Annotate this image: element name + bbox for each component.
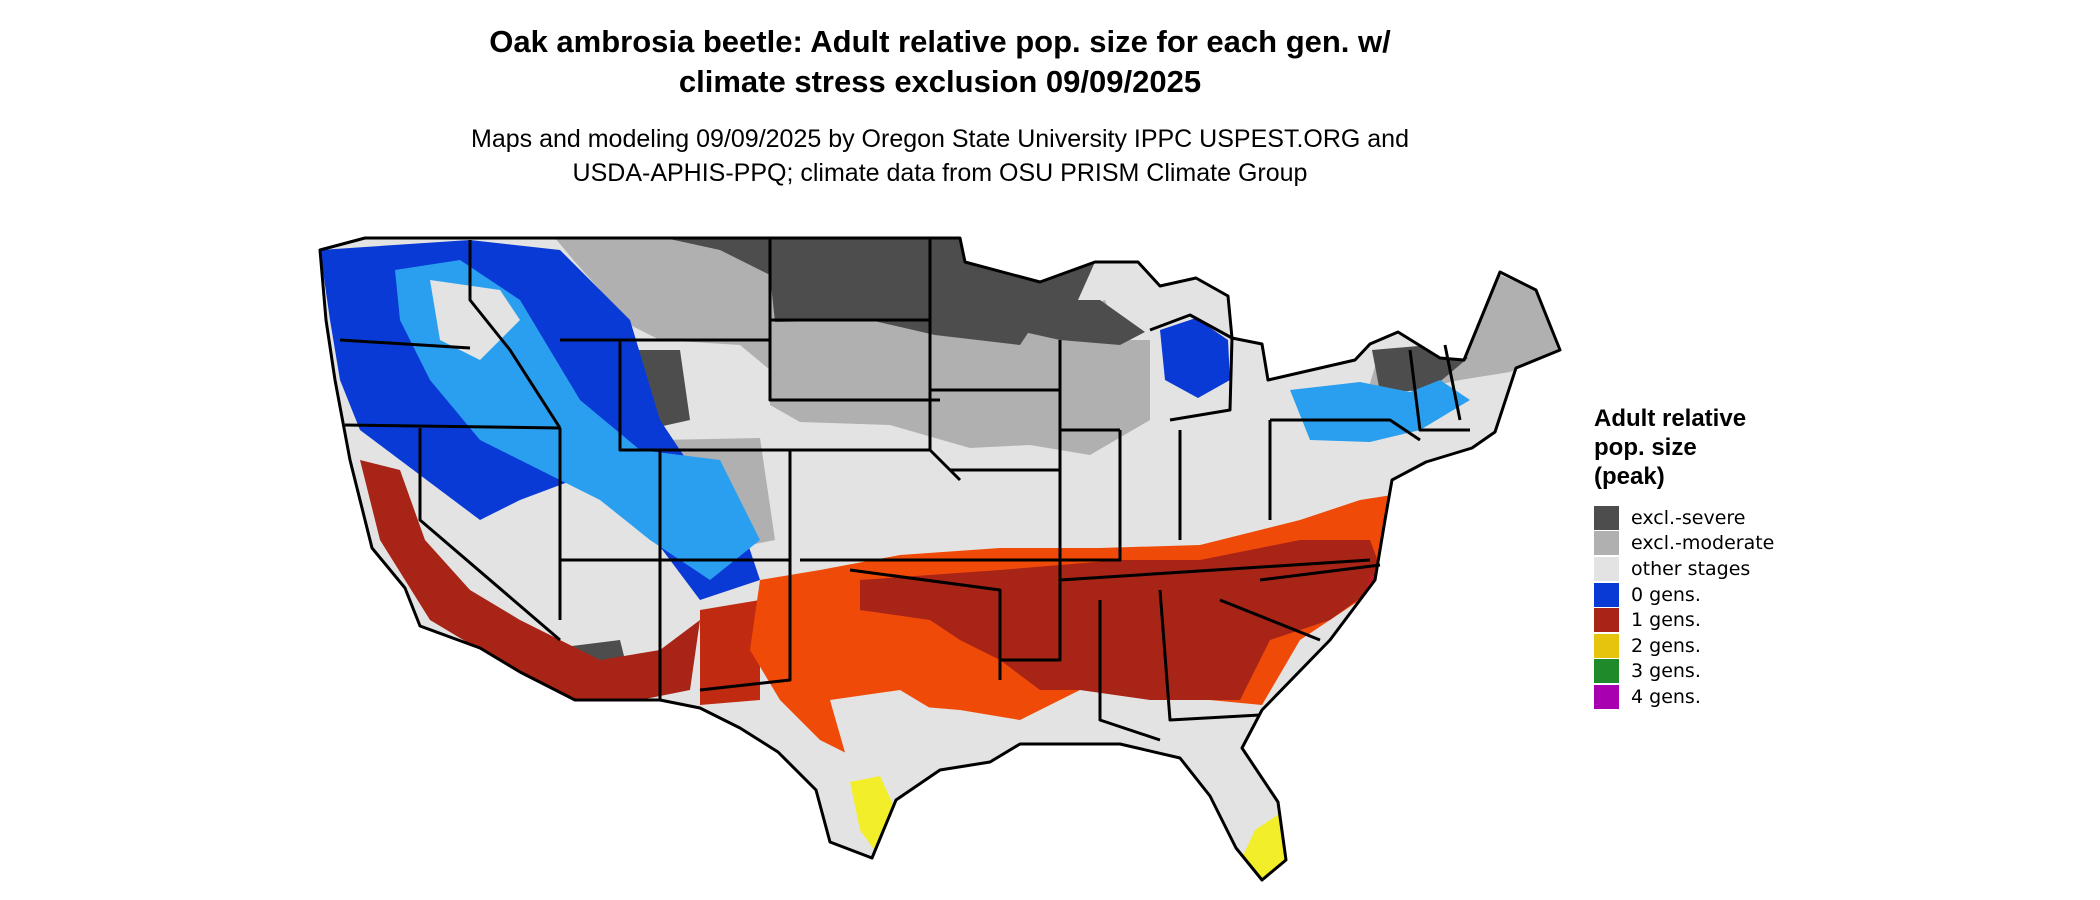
map-subtitle-line-1: Maps and modeling 09/09/2025 by Oregon S… (471, 125, 1409, 153)
legend-swatch (1594, 531, 1619, 556)
region-0-gens-light-northeast (1290, 380, 1470, 442)
border-ca-nv (418, 428, 561, 642)
legend-item: excl.-moderate (1594, 531, 1774, 557)
border-wi-il (1058, 340, 1120, 432)
region-1-gens-texas-arizona (700, 600, 760, 705)
border-al-ga (1158, 589, 1261, 722)
legend-item: 4 gens. (1594, 684, 1774, 710)
region-excl-severe-wisconsin (1015, 300, 1145, 345)
region-other-stages-idaho (430, 280, 520, 360)
legend-swatch (1594, 659, 1619, 684)
region-0-gens-michigan (1160, 318, 1230, 398)
region-excl-moderate-north (555, 238, 1150, 455)
legend-swatch (1594, 505, 1619, 530)
map-subtitle: Maps and modeling 09/09/2025 by Oregon S… (0, 122, 1880, 190)
border-wy-co (618, 340, 770, 452)
border-va-nc (1259, 563, 1381, 582)
legend-swatch (1594, 633, 1619, 658)
map-subtitle-line-2: USDA-APHIS-PPQ; climate data from OSU PR… (572, 159, 1308, 187)
legend-label: other stages (1631, 557, 1751, 580)
legend-label: 2 gens. (1631, 634, 1701, 657)
border-wa-or (339, 338, 471, 350)
us-map (318, 236, 1562, 882)
legend-item: other stages (1594, 556, 1774, 582)
border-or-ca-nv (344, 423, 561, 430)
region-excl-severe-north (665, 238, 1095, 345)
legend-label: 1 gens. (1631, 609, 1701, 632)
legend-label: 4 gens. (1631, 685, 1701, 708)
border-nm-east (699, 450, 792, 692)
legend-swatch (1594, 556, 1619, 581)
legend-item: 1 gens. (1594, 607, 1774, 633)
border-nh-me (1443, 344, 1462, 421)
region-1-gens-southeast-dark (860, 540, 1385, 700)
map-title-line-1: Oak ambrosia beetle: Adult relative pop.… (489, 24, 1391, 59)
map-title: Oak ambrosia beetle: Adult relative pop.… (0, 22, 1880, 102)
border-mo-ar (950, 468, 1062, 562)
legend-label: 0 gens. (1631, 583, 1701, 606)
border-ms-al (1098, 600, 1161, 742)
border-ny-vt (1408, 349, 1470, 432)
border-ga-sc (1219, 598, 1321, 642)
legend-swatch (1594, 582, 1619, 607)
border-il-in (1060, 430, 1122, 562)
legend-item: 3 gens. (1594, 659, 1774, 685)
legend-title: Adult relative pop. size (peak) (1594, 404, 1774, 491)
legend: Adult relative pop. size (peak) excl.-se… (1594, 404, 1774, 710)
legend-swatch (1594, 608, 1619, 633)
legend-title-line: (peak) (1594, 463, 1665, 490)
region-other-stages-south-texas (830, 690, 950, 790)
state-borders (318, 236, 1562, 882)
border-michigan (1149, 313, 1234, 422)
region-2-gens-florida (1240, 810, 1290, 880)
border-ky-tn (1059, 558, 1371, 582)
legend-title-line: Adult relative (1594, 405, 1747, 432)
region-1-gens-california (360, 460, 700, 705)
border-id (468, 240, 562, 429)
legend-swatch (1594, 684, 1619, 709)
legend-label: excl.-severe (1631, 506, 1746, 529)
legend-items: excl.-severe excl.-moderate other stages 0 … (1594, 505, 1774, 710)
border-ok-tx (849, 568, 1002, 680)
map-title-line-2: climate stress exclusion 09/09/2025 (678, 64, 1202, 99)
legend-label: excl.-moderate (1631, 532, 1775, 555)
legend-label: 3 gens. (1631, 660, 1701, 683)
border-dakotas (768, 238, 940, 402)
legend-item: 0 gens. (1594, 582, 1774, 608)
border-ar-la (1000, 560, 1062, 662)
legend-item: excl.-severe (1594, 505, 1774, 531)
legend-item: 2 gens. (1594, 633, 1774, 659)
border-pa-ny (1270, 418, 1421, 442)
legend-title-line: pop. size (1594, 434, 1697, 461)
